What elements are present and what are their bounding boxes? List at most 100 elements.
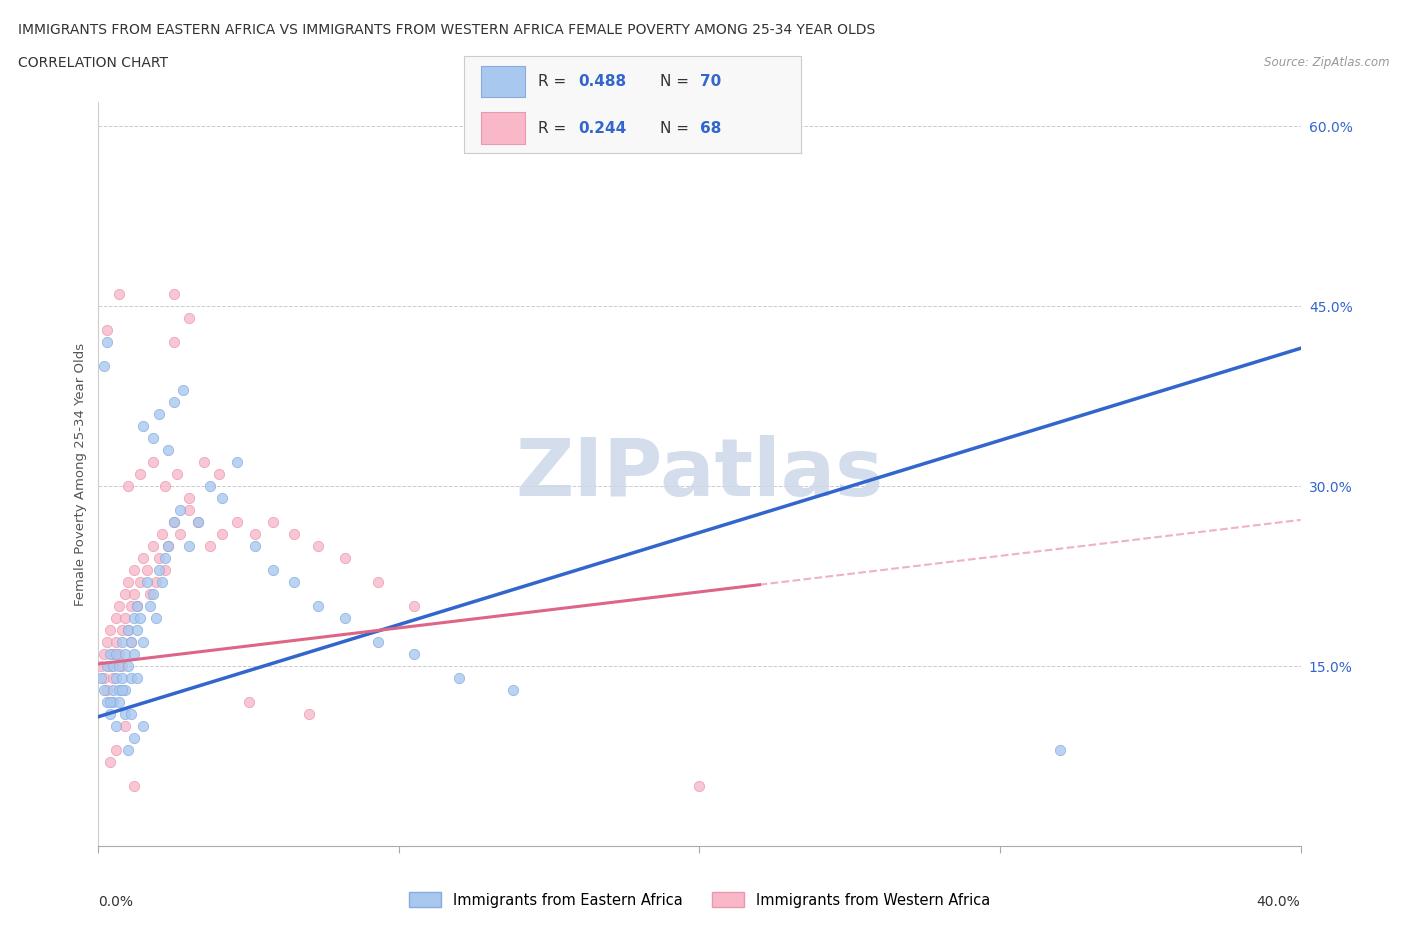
Point bbox=[114, 587, 136, 602]
Text: N =: N = bbox=[659, 73, 693, 88]
Point bbox=[124, 587, 146, 602]
Point bbox=[132, 418, 155, 433]
Point bbox=[153, 479, 176, 494]
Point bbox=[114, 611, 136, 626]
Point bbox=[208, 467, 231, 482]
Point bbox=[162, 395, 184, 410]
Point bbox=[127, 671, 149, 685]
Point bbox=[162, 286, 184, 301]
Point bbox=[238, 695, 260, 710]
Point bbox=[117, 623, 139, 638]
Point bbox=[141, 538, 163, 553]
Point bbox=[103, 658, 125, 673]
Text: 0.244: 0.244 bbox=[579, 121, 627, 136]
Point bbox=[96, 635, 118, 650]
Point bbox=[100, 707, 122, 722]
Point bbox=[307, 538, 329, 553]
Point bbox=[129, 575, 152, 590]
Point bbox=[105, 719, 128, 734]
Point bbox=[108, 647, 131, 662]
Point bbox=[243, 527, 266, 542]
Point bbox=[148, 406, 170, 421]
Point bbox=[114, 707, 136, 722]
Point bbox=[90, 671, 112, 685]
Text: 0.0%: 0.0% bbox=[98, 895, 134, 909]
Text: 0.488: 0.488 bbox=[579, 73, 627, 88]
Point bbox=[333, 611, 356, 626]
Point bbox=[93, 359, 115, 374]
Point bbox=[156, 538, 179, 553]
Point bbox=[169, 527, 191, 542]
Point bbox=[93, 683, 115, 698]
Point bbox=[124, 563, 146, 578]
Point bbox=[225, 455, 247, 470]
Point bbox=[211, 527, 233, 542]
Point bbox=[100, 695, 122, 710]
Point bbox=[108, 683, 131, 698]
Point bbox=[124, 731, 146, 746]
Point bbox=[145, 611, 167, 626]
Y-axis label: Female Poverty Among 25-34 Year Olds: Female Poverty Among 25-34 Year Olds bbox=[75, 343, 87, 605]
Text: ZIPatlas: ZIPatlas bbox=[516, 435, 883, 513]
Point bbox=[108, 286, 131, 301]
Point bbox=[132, 551, 155, 565]
Point bbox=[193, 455, 215, 470]
Point bbox=[117, 479, 139, 494]
Point bbox=[162, 515, 184, 530]
Text: R =: R = bbox=[538, 73, 571, 88]
Point bbox=[129, 467, 152, 482]
Point bbox=[117, 743, 139, 758]
Text: Source: ZipAtlas.com: Source: ZipAtlas.com bbox=[1264, 56, 1389, 69]
Point bbox=[117, 575, 139, 590]
Point bbox=[132, 719, 155, 734]
Point bbox=[135, 563, 157, 578]
Point bbox=[103, 683, 125, 698]
Point bbox=[114, 719, 136, 734]
Point bbox=[111, 671, 134, 685]
Point bbox=[103, 647, 125, 662]
Point bbox=[93, 647, 115, 662]
Point bbox=[111, 658, 134, 673]
Point bbox=[187, 515, 209, 530]
Text: 68: 68 bbox=[700, 121, 721, 136]
Text: IMMIGRANTS FROM EASTERN AFRICA VS IMMIGRANTS FROM WESTERN AFRICA FEMALE POVERTY : IMMIGRANTS FROM EASTERN AFRICA VS IMMIGR… bbox=[18, 23, 876, 37]
Point bbox=[138, 587, 160, 602]
Point bbox=[169, 503, 191, 518]
Point bbox=[141, 587, 163, 602]
Point bbox=[108, 695, 131, 710]
Point bbox=[117, 658, 139, 673]
Point bbox=[150, 527, 173, 542]
Point bbox=[148, 563, 170, 578]
Point bbox=[166, 467, 188, 482]
Point bbox=[96, 683, 118, 698]
Point bbox=[156, 538, 179, 553]
Point bbox=[502, 683, 524, 698]
Point bbox=[100, 623, 122, 638]
Point bbox=[177, 538, 200, 553]
Point bbox=[129, 611, 152, 626]
Point bbox=[121, 599, 143, 614]
Point bbox=[211, 491, 233, 506]
Point bbox=[96, 695, 118, 710]
Point bbox=[105, 671, 128, 685]
Point bbox=[108, 658, 131, 673]
Point bbox=[100, 755, 122, 770]
Point bbox=[100, 647, 122, 662]
Point bbox=[298, 707, 321, 722]
Point bbox=[111, 683, 134, 698]
Point bbox=[367, 635, 389, 650]
Point bbox=[127, 599, 149, 614]
Point bbox=[153, 551, 176, 565]
Point bbox=[111, 635, 134, 650]
Point bbox=[96, 658, 118, 673]
Point bbox=[100, 658, 122, 673]
Point bbox=[187, 515, 209, 530]
Point bbox=[121, 635, 143, 650]
Point bbox=[127, 623, 149, 638]
Point bbox=[145, 575, 167, 590]
Point bbox=[124, 611, 146, 626]
Bar bbox=[481, 113, 524, 144]
Text: N =: N = bbox=[659, 121, 693, 136]
Point bbox=[135, 575, 157, 590]
Point bbox=[124, 647, 146, 662]
